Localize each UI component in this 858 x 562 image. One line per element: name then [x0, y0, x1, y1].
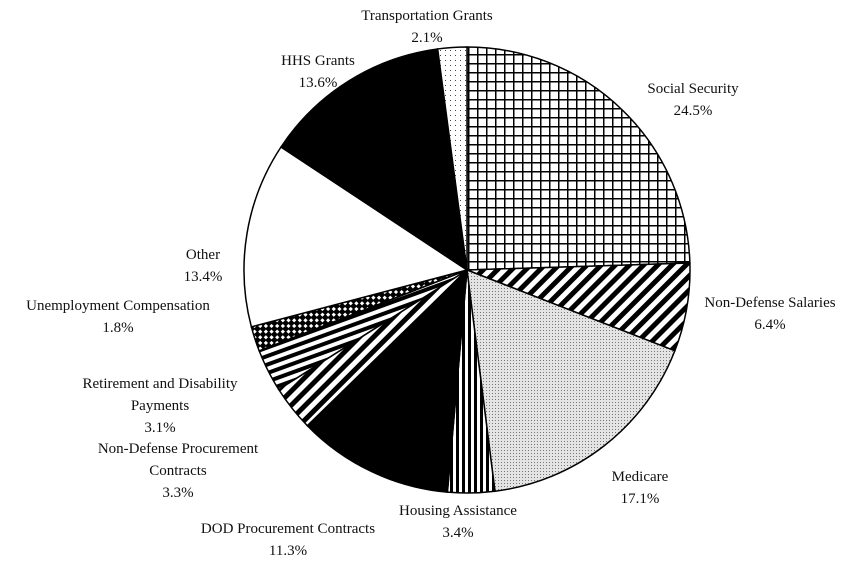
- slice-name: Other: [185, 247, 221, 263]
- slice-label: Transportation Grants 2.1%: [327, 5, 527, 49]
- slice-name: HHS Grants: [281, 53, 355, 69]
- slice-name: Transportation Grants: [361, 8, 493, 24]
- pie-slice: [466, 46, 691, 271]
- slice-label: DOD Procurement Contracts 11.3%: [168, 518, 408, 562]
- slice-label: Retirement and Disability Payments 3.1%: [70, 373, 250, 439]
- slice-label: Other 13.4%: [153, 244, 253, 288]
- slice-value: 1.8%: [102, 320, 134, 336]
- slice-name: Non-Defense Procurement Contracts: [97, 441, 259, 479]
- slice-value: 3.3%: [162, 485, 194, 501]
- pie-slice: [243, 145, 469, 328]
- slice-name: Unemployment Compensation: [26, 298, 210, 314]
- slice-label: Non-Defense Salaries 6.4%: [670, 292, 858, 336]
- pie-slice: [466, 268, 676, 493]
- slice-value: 24.5%: [673, 103, 713, 119]
- slice-value: 11.3%: [268, 543, 308, 559]
- pie-slice: [436, 46, 468, 271]
- slice-label: Medicare 17.1%: [565, 466, 715, 510]
- pie-slice: [306, 268, 468, 493]
- slice-label: Social Security 24.5%: [593, 78, 793, 122]
- pie-slice: [279, 48, 468, 272]
- slice-name: Medicare: [611, 469, 669, 485]
- slice-name: Social Security: [647, 81, 739, 97]
- slice-value: 2.1%: [411, 30, 443, 46]
- slice-name: Housing Assistance: [399, 503, 517, 519]
- slice-name: Retirement and Disability Payments: [82, 376, 238, 414]
- slice-value: 13.4%: [183, 269, 223, 285]
- slice-value: 13.6%: [298, 75, 338, 91]
- slice-label: HHS Grants 13.6%: [248, 50, 388, 94]
- slice-label: Non-Defense Procurement Contracts 3.3%: [78, 438, 278, 504]
- slice-name: Non-Defense Salaries: [704, 295, 836, 311]
- slice-value: 3.4%: [442, 525, 474, 541]
- slice-value: 3.1%: [144, 420, 176, 436]
- slice-name: DOD Procurement Contracts: [200, 521, 376, 537]
- slice-value: 6.4%: [754, 317, 786, 333]
- slice-value: 17.1%: [620, 491, 660, 507]
- slice-label: Unemployment Compensation 1.8%: [0, 295, 248, 339]
- slice-label: Housing Assistance 3.4%: [358, 500, 558, 544]
